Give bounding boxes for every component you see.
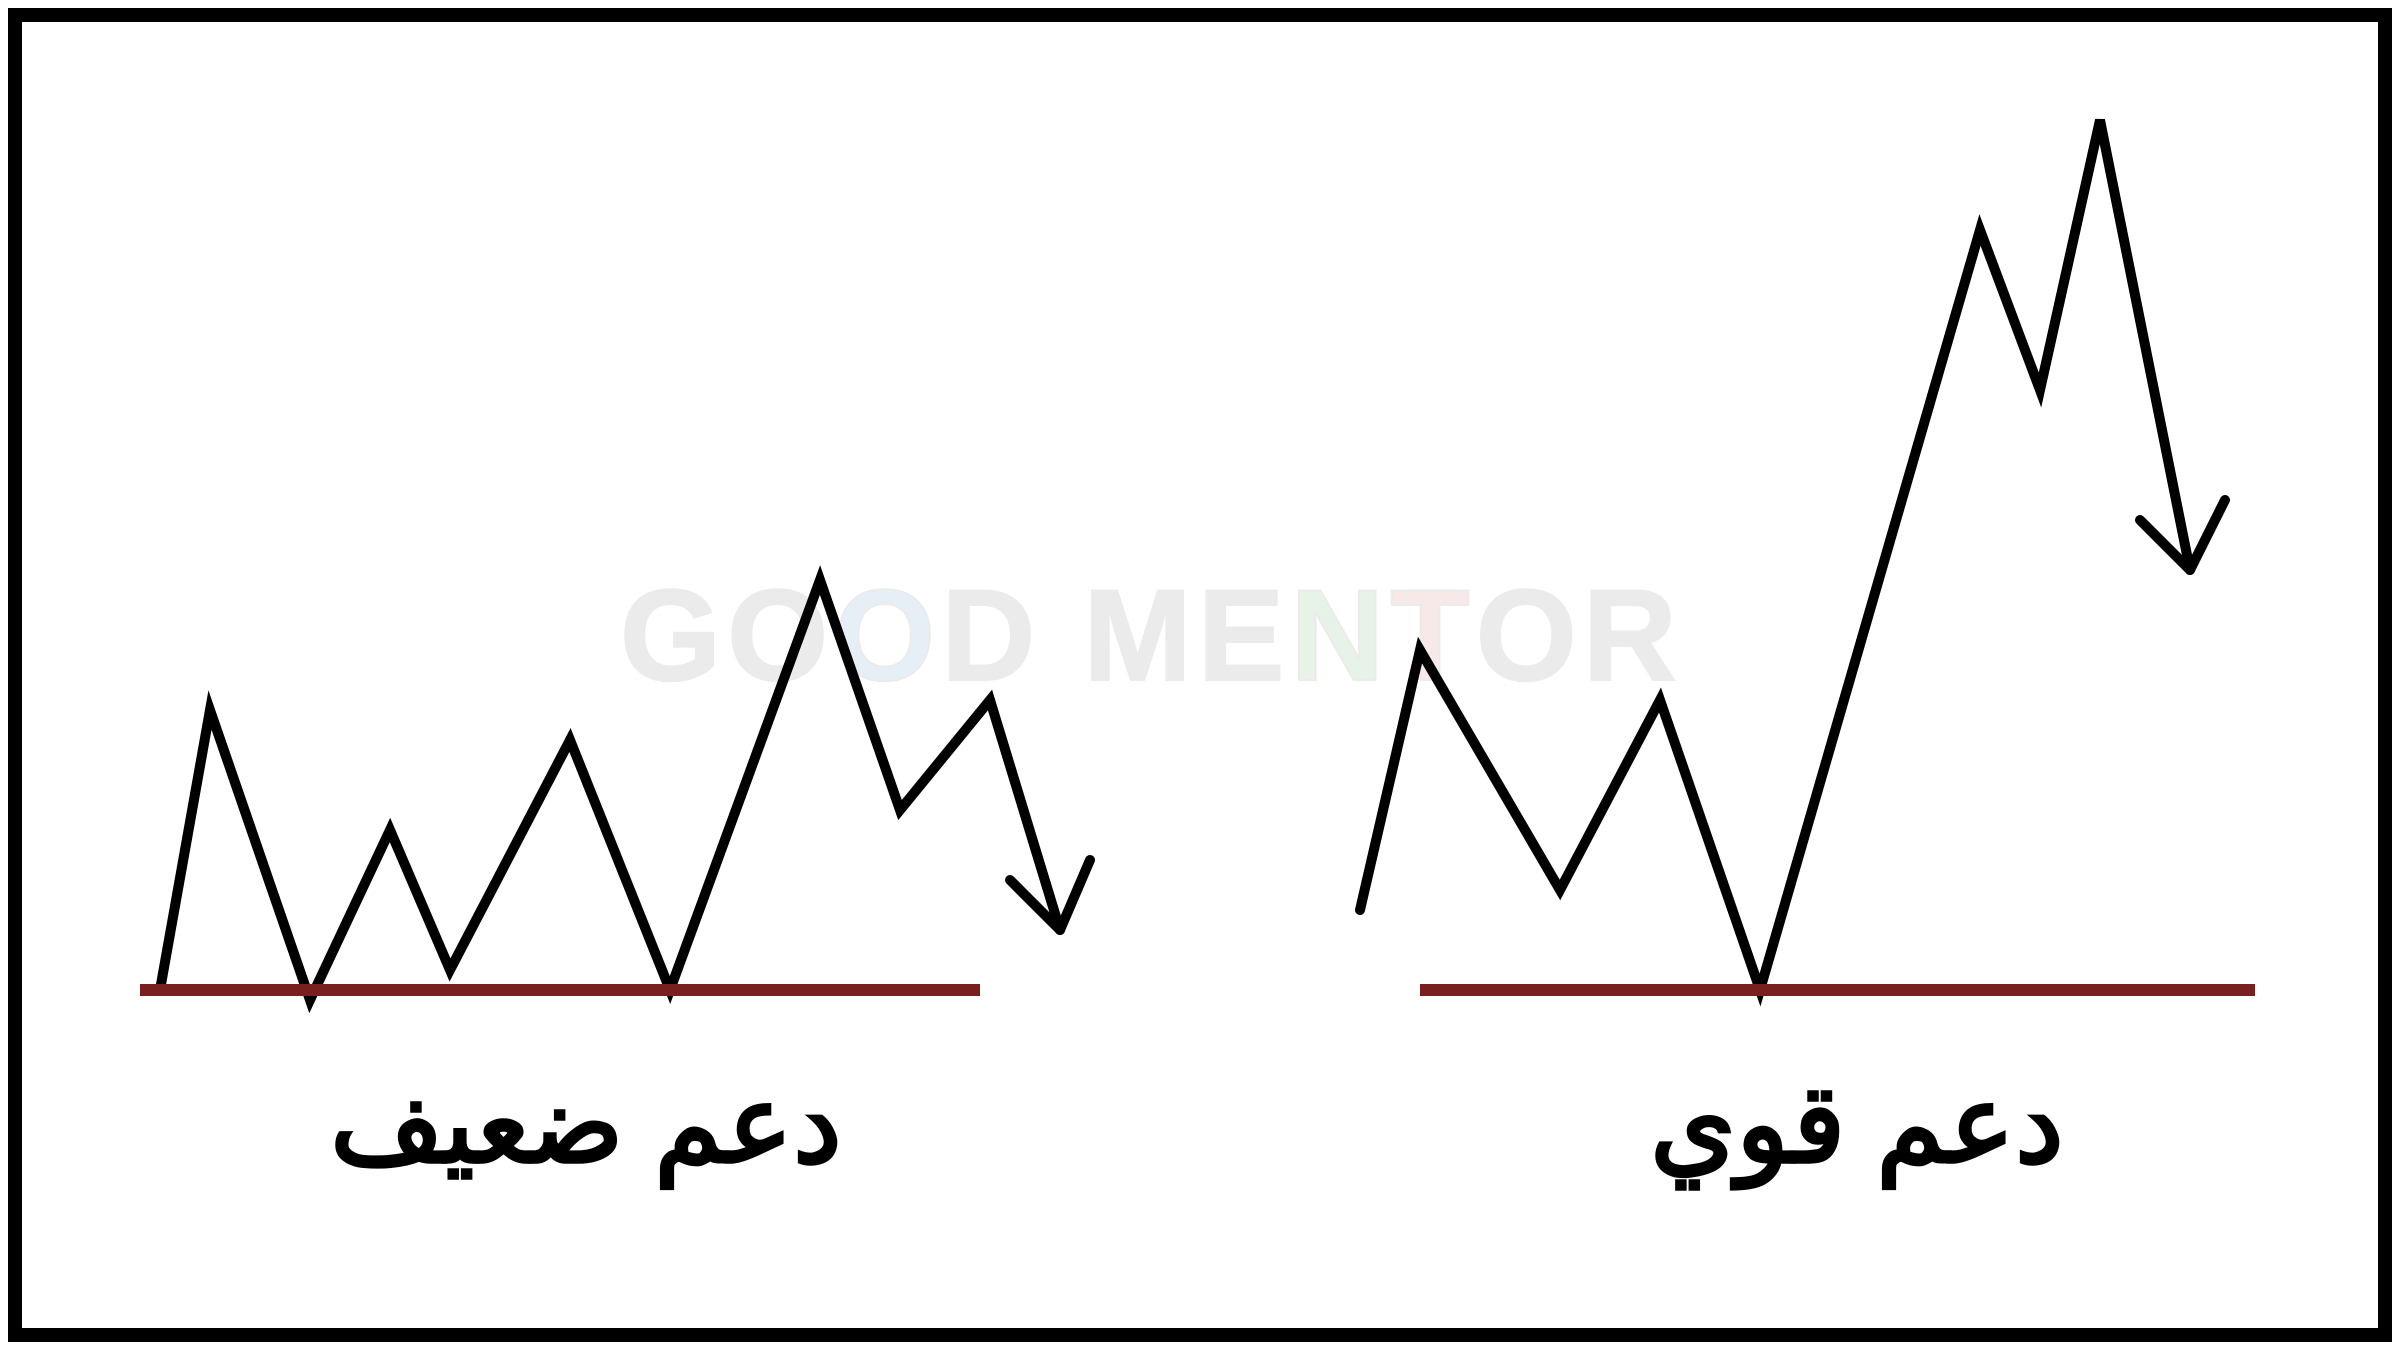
weak-support-label: دعم ضعيف (330, 1060, 842, 1188)
strong-support-label: دعم قوي (1650, 1060, 2064, 1188)
weak-support-line (140, 984, 980, 996)
strong-support-line (1420, 984, 2255, 996)
weak-support-price-line (160, 580, 1090, 1000)
strong-support-price-line (1360, 120, 2225, 990)
